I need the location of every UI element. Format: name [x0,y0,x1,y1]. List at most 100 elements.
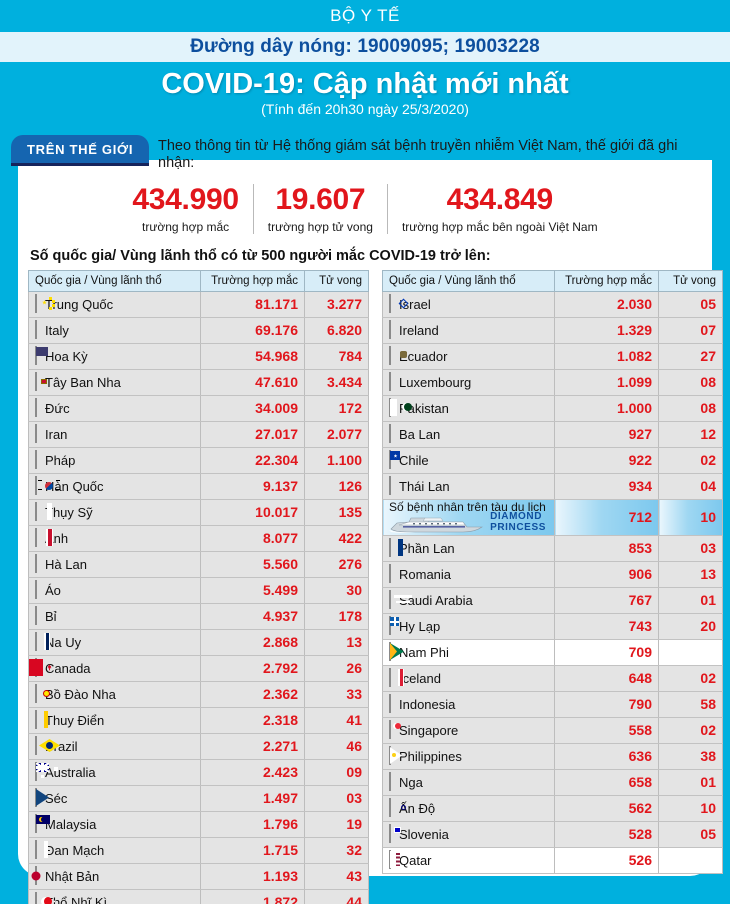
flag-icon-be [35,606,37,625]
table-row: Indonesia 790 58 [382,690,723,718]
deaths-cell: 44 [304,888,369,904]
col-deaths: Tử vong [658,269,723,292]
deaths-cell: 08 [658,394,723,422]
col-country: Quốc gia / Vùng lãnh thổ [28,269,201,292]
cases-cell: 636 [554,742,659,770]
deaths-cell: 01 [658,586,723,614]
page-subtitle: (Tính đến 20h30 ngày 25/3/2020) [261,101,469,118]
cases-cell: 1.000 [554,394,659,422]
flag-icon-pt [35,684,50,703]
table-row: Nhật Bản 1.193 43 [28,862,369,890]
country-cell: Pakistan [382,394,555,422]
deaths-cell: 30 [304,576,369,604]
table-row: Malaysia 1.796 19 [28,810,369,838]
table-row: Iran 27.017 2.077 [28,420,369,448]
cruise-ship-brand: DIAMOND PRINCESS [490,511,546,533]
country-tables: Quốc gia / Vùng lãnh thổ Trường hợp mắc … [18,269,723,904]
table-row: Saudi Arabia 767 01 [382,586,723,614]
flag-icon-sg [389,720,401,739]
country-name: Australia [45,764,96,780]
flag-icon-ie [389,320,391,339]
country-cell: Số bệnh nhân trên tàu du lịch DIAMOND PRIN… [382,498,555,536]
ministry-label: BỘ Y TẾ [330,6,400,25]
table-row: Pháp 22.304 1.100 [28,446,369,474]
country-cell: Séc [28,784,201,812]
country-cell: Malaysia [28,810,201,838]
flag-icon-in [389,798,406,817]
country-name: Saudi Arabia [399,592,473,608]
deaths-cell: 784 [304,342,369,370]
table-row: Ireland 1.329 07 [382,316,723,344]
table-row: Slovenia 528 05 [382,820,723,848]
deaths-cell: 46 [304,732,369,760]
country-name: Philippines [399,748,462,764]
deaths-cell: 13 [658,560,723,588]
table-row: Singapore 558 02 [382,716,723,744]
country-cell: Đức [28,394,201,422]
cruise-ship-label: Số bệnh nhân trên tàu du lịch [389,500,546,514]
deaths-cell: 1.100 [304,446,369,474]
country-name: Áo [45,582,61,598]
cases-cell: 4.937 [200,602,305,630]
country-cell: Hoa Kỳ [28,342,201,370]
cases-cell: 790 [554,690,659,718]
deaths-cell: 38 [658,742,723,770]
cases-cell: 1.796 [200,810,305,838]
right-country-table: Quốc gia / Vùng lãnh thổ Trường hợp mắc … [382,269,723,874]
deaths-cell: 12 [658,420,723,448]
flag-icon-fi [389,538,403,557]
cases-cell: 558 [554,716,659,744]
country-name: Thổ Nhĩ Kì [45,894,108,904]
col-cases: Trường hợp mắc [200,269,305,292]
flag-icon-at [35,580,37,599]
col-country: Quốc gia / Vùng lãnh thổ [382,269,555,292]
flag-icon-dk [35,840,48,859]
stat-cases: 434.990 trường hợp mắc [118,184,252,234]
flag-icon-is [389,668,404,687]
flag-icon-qa [389,850,400,869]
country-name: Hà Lan [45,556,87,572]
table-row: Bồ Đào Nha 2.362 33 [28,680,369,708]
cases-cell: 22.304 [200,446,305,474]
country-name: Séc [45,790,68,806]
flag-icon-tr [35,892,56,904]
flag-icon-si [389,824,401,843]
country-name: Hàn Quốc [45,478,104,494]
deaths-cell: 10 [658,794,723,822]
country-cell: Italy [28,316,201,344]
table-row: Bỉ 4.937 178 [28,602,369,630]
deaths-cell: 07 [658,316,723,344]
country-cell: Nhật Bản [28,862,201,890]
deaths-cell: 2.077 [304,420,369,448]
flag-icon-de [35,398,37,417]
flag-icon-il [389,294,409,313]
deaths-cell: 135 [304,498,369,526]
country-cell: Slovenia [382,820,555,848]
country-cell: Ecuador [382,342,555,370]
table-row: Ba Lan 927 12 [382,420,723,448]
table-row: Thái Lan 934 04 [382,472,723,500]
country-name: Indonesia [399,696,456,712]
table-row-diamond-princess: Số bệnh nhân trên tàu du lịch DIAMOND PRIN… [382,498,723,536]
flag-icon-id [389,694,391,713]
stat-deaths-label: trường hợp tử vong [267,219,373,234]
table-row: Romania 906 13 [382,560,723,588]
deaths-cell: 08 [658,368,723,396]
cases-cell: 2.792 [200,654,305,682]
cases-cell: 2.318 [200,706,305,734]
country-name: Qatar [399,852,432,868]
country-name: Đan Mạch [45,842,105,858]
country-name: Nam Phi [399,644,449,660]
stat-outside-vietnam: 434.849 trường hợp mắc bên ngoài Việt Na… [386,184,612,234]
country-cell: Iran [28,420,201,448]
country-name: Italy [45,322,69,338]
right-table-body: Israel 2.030 05 Ireland 1.329 07 Ecuador 1.082 2… [382,290,723,874]
deaths-cell: 422 [304,524,369,552]
country-cell: Hàn Quốc [28,472,201,500]
country-cell: Canada [28,654,201,682]
table-row: Hy Lạp 743 20 [382,612,723,640]
country-cell: Pháp [28,446,201,474]
country-name: Iceland [399,670,441,686]
country-name: Na Uy [45,634,82,650]
cases-cell: 5.560 [200,550,305,578]
